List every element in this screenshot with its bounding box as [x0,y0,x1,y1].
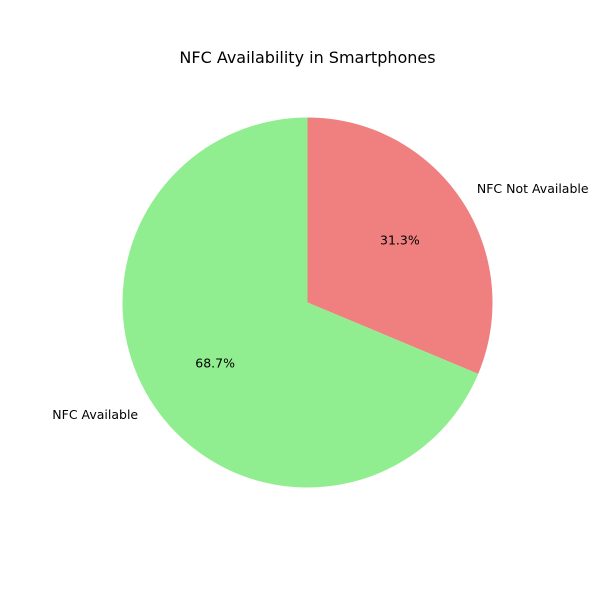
slice-percent-label: 68.7% [195,356,235,371]
slice-label: NFC Available [52,407,138,422]
pie-slice-0 [307,117,493,374]
pie-labels: NFC Not Available 31.3% NFC Available 68.7% [52,181,589,422]
pie-slices [122,117,493,488]
slice-label: NFC Not Available [477,181,589,196]
chart-title: NFC Availability in Smartphones [179,48,435,67]
slice-percent-label: 31.3% [380,232,420,247]
pie-slice-1 [122,117,479,488]
